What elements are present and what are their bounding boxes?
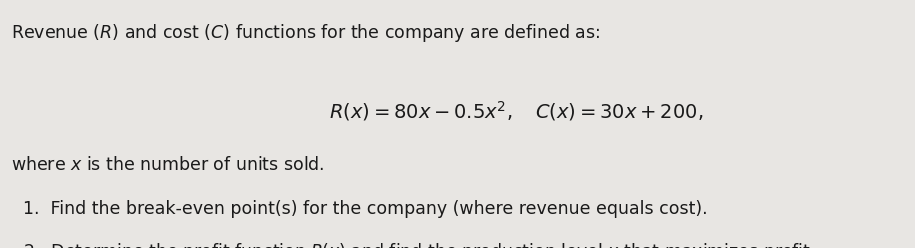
Text: where $x$ is the number of units sold.: where $x$ is the number of units sold. [11, 156, 325, 174]
Text: 1.  Find the break-even point(s) for the company (where revenue equals cost).: 1. Find the break-even point(s) for the … [23, 200, 707, 218]
Text: 2.  Determine the profit function $P(x)$ and find the production level $x$ that : 2. Determine the profit function $P(x)$ … [23, 241, 815, 248]
Text: Revenue ($R$) and cost ($C$) functions for the company are defined as:: Revenue ($R$) and cost ($C$) functions f… [11, 22, 600, 44]
Text: $R(x) = 80x - 0.5x^2, \quad C(x) = 30x + 200,$: $R(x) = 80x - 0.5x^2, \quad C(x) = 30x +… [329, 99, 704, 123]
